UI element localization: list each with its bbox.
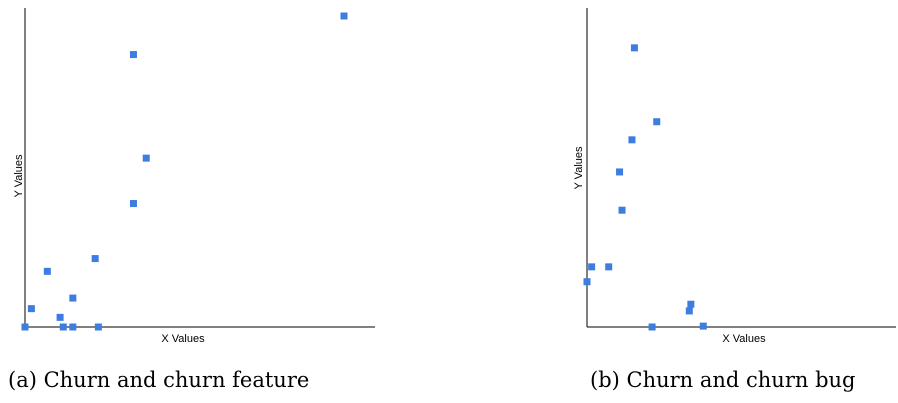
- scatter-panel-a: X Values Y Values (a) Churn and churn fea…: [8, 8, 375, 392]
- data-point-b-2: [605, 263, 613, 271]
- data-point-a-10: [129, 51, 137, 59]
- y-axis-title-b: Y Values: [573, 146, 585, 190]
- data-point-b-11: [699, 322, 707, 330]
- data-point-a-4: [59, 323, 67, 331]
- data-point-b-8: [653, 118, 661, 126]
- data-point-b-6: [630, 44, 638, 52]
- data-point-a-2: [43, 267, 51, 275]
- data-point-a-1: [27, 305, 35, 313]
- y-axis-title-a: Y Values: [13, 154, 25, 198]
- data-point-b-7: [648, 323, 656, 331]
- data-point-a-3: [56, 313, 64, 321]
- data-point-a-0: [21, 323, 29, 331]
- data-point-a-8: [94, 323, 102, 331]
- x-axis-title-a: X Values: [161, 333, 205, 345]
- data-point-a-6: [69, 323, 77, 331]
- data-point-a-5: [69, 294, 77, 302]
- caption-b: (b) Churn and churn bug: [590, 368, 856, 392]
- scatter-chart-a: X Values Y Values: [13, 8, 375, 345]
- data-point-a-12: [340, 12, 348, 20]
- data-point-b-3: [616, 168, 624, 176]
- scatter-panel-b: X Values Y Values (b) Churn and churn bug: [449, 0, 898, 403]
- data-point-b-4: [618, 206, 626, 214]
- data-point-a-11: [142, 154, 150, 162]
- data-point-a-7: [91, 255, 99, 263]
- scatter-chart-b: X Values Y Values: [573, 8, 896, 345]
- x-axis-title-b: X Values: [722, 333, 766, 345]
- data-point-b-9: [685, 307, 693, 315]
- data-point-b-10: [687, 300, 695, 308]
- data-point-b-0: [583, 278, 591, 286]
- caption-a: (a) Churn and churn feature: [8, 368, 310, 392]
- data-point-b-5: [628, 136, 636, 144]
- data-point-a-9: [129, 200, 137, 208]
- data-point-b-1: [588, 263, 596, 271]
